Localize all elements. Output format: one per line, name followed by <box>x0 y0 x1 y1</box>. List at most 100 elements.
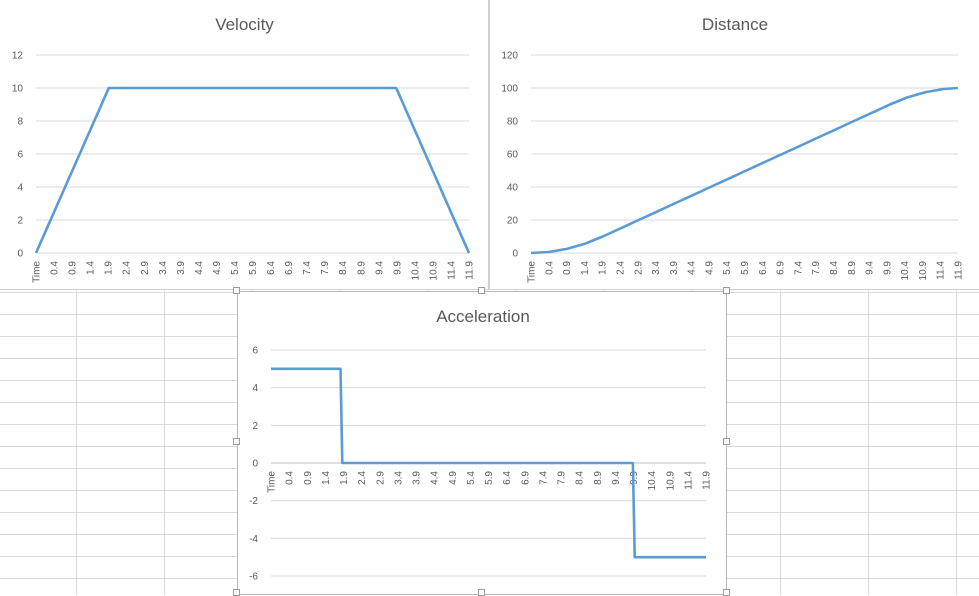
x-tick-label: 3.4 <box>158 261 169 275</box>
y-tick-label: 100 <box>501 84 518 95</box>
x-tick-label: 11.9 <box>465 261 476 280</box>
y-tick-label: 2 <box>17 216 23 227</box>
x-tick-label: 10.9 <box>428 261 439 281</box>
x-tick-label: 6.4 <box>758 261 769 275</box>
x-tick-label: 3.9 <box>412 471 423 485</box>
acceleration-chart[interactable]: Acceleration -6 -4 -2 0 2 4 6 Time 0.4 0.9 1.4 1.9 2.… <box>237 291 727 595</box>
y-tick-label: 120 <box>501 51 518 62</box>
x-tick-label: 8.4 <box>829 261 840 275</box>
chart-svg: Acceleration -6 -4 -2 0 2 4 6 Time 0.4 0.9 1.4 1.9 2.… <box>249 307 712 583</box>
x-tick-label: 9.4 <box>865 261 876 275</box>
y-tick-label: 6 <box>252 346 258 357</box>
x-tick-label: 2.9 <box>140 261 151 275</box>
x-tick-label: 4.4 <box>194 261 205 275</box>
x-tick-label: 7.4 <box>538 471 549 485</box>
x-tick-label: 6.9 <box>520 471 531 485</box>
resize-handle-top-right[interactable] <box>723 287 730 294</box>
y-tick-label: 8 <box>17 117 23 128</box>
x-tick-label: 2.4 <box>357 471 368 485</box>
x-tick-label: 5.4 <box>466 471 477 485</box>
y-tick-label: 0 <box>252 459 258 470</box>
x-tick-label: 1.9 <box>598 261 609 275</box>
x-tick-label: 1.9 <box>339 471 350 485</box>
x-tick-label: 11.4 <box>936 261 947 280</box>
x-tick-label: 0.4 <box>285 471 296 485</box>
x-tick-label: 7.4 <box>302 261 313 275</box>
x-tick-label: 11.4 <box>446 261 457 280</box>
x-tick-label: 3.9 <box>669 261 680 275</box>
x-tick-label: 5.9 <box>484 471 495 485</box>
y-tick-label: -2 <box>249 496 258 507</box>
y-tick-label: 0 <box>17 249 23 260</box>
x-tick-label: 6.4 <box>502 471 513 485</box>
x-tick-label: 2.4 <box>122 261 133 275</box>
x-tick-label: 10.4 <box>647 471 658 491</box>
x-tick-label: 0.9 <box>303 471 314 485</box>
x-tick-label: 8.9 <box>847 261 858 275</box>
x-tick-label: 11.9 <box>954 261 965 280</box>
series-line <box>34 86 471 254</box>
x-tick-label: 6.4 <box>266 261 277 275</box>
x-tick-label: 5.4 <box>722 261 733 275</box>
x-tick-label: 6.9 <box>776 261 787 275</box>
x-tick-label: 9.9 <box>629 471 640 485</box>
distance-chart[interactable]: Distance 0 20 40 60 80 100 120 Time 0.4 0.9 1.4 1.9 2… <box>489 0 979 290</box>
y-tick-label: 6 <box>17 150 23 161</box>
x-tick-label: 9.9 <box>882 261 893 275</box>
x-tick-label: 4.9 <box>704 261 715 275</box>
resize-handle-top[interactable] <box>478 287 485 294</box>
x-tick-label: 6.9 <box>284 261 295 275</box>
x-tick-label: Time <box>32 261 43 283</box>
y-tick-label: -4 <box>249 534 258 545</box>
y-tick-label: 40 <box>507 183 519 194</box>
series-line <box>271 367 706 559</box>
resize-handle-right[interactable] <box>723 438 730 445</box>
x-tick-label: 4.4 <box>687 261 698 275</box>
x-tick-label: 8.4 <box>575 471 586 485</box>
resize-handle-left[interactable] <box>233 438 240 445</box>
x-tick-label: 10.4 <box>410 261 421 281</box>
x-tick-label: 9.4 <box>611 471 622 485</box>
x-tick-label: 3.4 <box>393 471 404 485</box>
y-tick-label: 2 <box>252 421 258 432</box>
x-tick-label: 1.4 <box>580 261 591 275</box>
y-tick-label: 20 <box>507 216 519 227</box>
y-tick-label: 60 <box>507 150 519 161</box>
x-tick-label: 0.4 <box>544 261 555 275</box>
x-tick-label: 1.4 <box>321 471 332 485</box>
x-tick-label: Time <box>267 471 278 493</box>
x-tick-label: 8.9 <box>593 471 604 485</box>
chart-title: Acceleration <box>436 307 530 326</box>
x-tick-label: 0.9 <box>562 261 573 275</box>
x-tick-label: 9.4 <box>374 261 385 275</box>
x-tick-label: 3.4 <box>651 261 662 275</box>
x-tick-label: 7.9 <box>811 261 822 275</box>
x-tick-label: 2.9 <box>375 471 386 485</box>
series-line <box>530 86 959 255</box>
x-tick-label: 2.9 <box>633 261 644 275</box>
x-tick-label: 4.4 <box>430 471 441 485</box>
x-tick-label: 7.4 <box>793 261 804 275</box>
x-tick-label: 3.9 <box>176 261 187 275</box>
chart-title: Velocity <box>215 15 274 34</box>
x-tick-label: 5.9 <box>740 261 751 275</box>
chart-title: Distance <box>702 15 768 34</box>
x-tick-label: 4.9 <box>448 471 459 485</box>
x-tick-label: 7.9 <box>320 261 331 275</box>
velocity-chart[interactable]: Velocity 0 2 4 6 8 10 12 Time 0.4 0.9 1.4 1.9 2.4 2.9 3… <box>0 0 489 290</box>
resize-handle-top-left[interactable] <box>233 287 240 294</box>
y-tick-label: 80 <box>507 117 519 128</box>
x-tick-label: 5.4 <box>230 261 241 275</box>
x-tick-label: 7.9 <box>557 471 568 485</box>
y-tick-label: 4 <box>252 383 258 394</box>
y-tick-label: 4 <box>17 183 23 194</box>
x-tick-label: 9.9 <box>392 261 403 275</box>
x-tick-label: 11.4 <box>683 471 694 490</box>
chart-svg: Distance 0 20 40 60 80 100 120 Time 0.4 0.9 1.4 1.9 2… <box>501 15 965 283</box>
x-tick-label: Time <box>527 261 538 283</box>
x-tick-label: 10.4 <box>900 261 911 281</box>
x-tick-label: 1.9 <box>104 261 115 275</box>
y-tick-label: 0 <box>512 249 518 260</box>
x-tick-label: 10.9 <box>918 261 929 281</box>
x-tick-label: 1.4 <box>86 261 97 275</box>
